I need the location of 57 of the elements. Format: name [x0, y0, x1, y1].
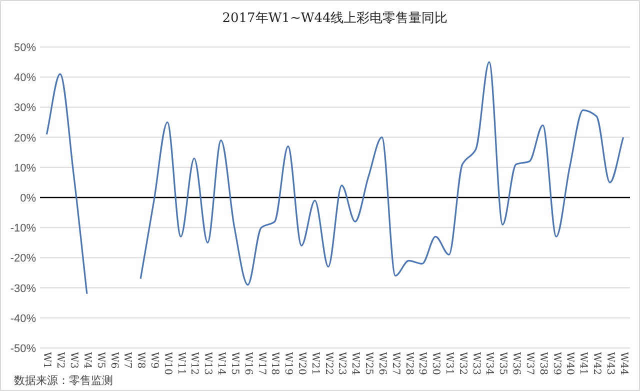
x-tick-label: W9 [148, 352, 160, 369]
y-tick-label: -40% [10, 312, 36, 325]
x-tick-label: W13 [202, 352, 214, 376]
x-tick-label: W4 [81, 352, 92, 369]
x-tick-label: W41 [578, 352, 589, 376]
x-tick-label: W40 [564, 352, 576, 376]
x-tick-label: W32 [456, 352, 468, 376]
y-tick-label: -10% [10, 222, 36, 235]
x-tick-label: W35 [497, 352, 508, 376]
y-tick-label: 50% [14, 42, 36, 54]
x-tick-label: W24 [350, 352, 361, 376]
x-tick-label: W17 [256, 352, 267, 376]
x-tick-label: W23 [336, 352, 348, 376]
x-tick-label: W14 [216, 352, 227, 376]
x-tick-label: W28 [403, 352, 414, 376]
y-tick-label: 0% [20, 192, 36, 204]
x-tick-label: W37 [524, 352, 535, 376]
x-tick-label: W43 [604, 352, 616, 376]
x-tick-label: W19 [282, 352, 294, 376]
x-tick-label: W20 [296, 352, 307, 376]
x-tick-label: W25 [363, 352, 374, 376]
y-tick-label: 20% [14, 132, 36, 144]
x-tick-label: W7 [122, 352, 133, 369]
x-tick-label: W30 [430, 352, 442, 376]
y-tick-label: 40% [14, 72, 36, 84]
x-tick-label: W31 [443, 352, 454, 376]
y-tick-label: -20% [10, 252, 36, 265]
x-tick-label: W44 [618, 352, 629, 376]
x-tick-label: W2 [54, 352, 66, 369]
x-tick-label: W10 [162, 352, 173, 376]
x-tick-label: W5 [94, 352, 106, 369]
x-tick-label: W42 [590, 352, 602, 376]
source-note: 数据来源：零售监测 [14, 374, 113, 387]
y-tick-label: 10% [14, 162, 36, 174]
x-tick-label: W18 [269, 352, 280, 376]
x-tick-label: W34 [484, 352, 495, 376]
x-tick-label: W11 [175, 352, 186, 376]
x-tick-label: W29 [416, 352, 428, 376]
x-tick-label: W38 [537, 352, 548, 376]
x-tick-label: W39 [550, 352, 562, 376]
y-tick-label: -30% [10, 282, 36, 295]
x-tick-label: W36 [510, 352, 522, 376]
x-tick-label: W8 [135, 352, 146, 369]
x-tick-label: W22 [322, 352, 334, 376]
x-tick-label: W21 [309, 352, 320, 376]
x-tick-label: W16 [242, 352, 254, 376]
x-tick-label: W3 [68, 352, 80, 369]
x-tick-label: W33 [470, 352, 482, 376]
y-tick-label: -50% [10, 343, 36, 355]
x-tick-label: W12 [188, 352, 200, 376]
chart-title: 2017年W1~W44线上彩电零售量同比 [222, 11, 448, 26]
x-tick-label: W27 [390, 352, 401, 376]
x-tick-label: W26 [376, 352, 388, 376]
x-tick-label: W15 [228, 352, 240, 376]
x-tick-label: W1 [41, 352, 52, 369]
y-tick-label: 30% [14, 102, 36, 114]
x-tick-label: W6 [108, 352, 120, 369]
